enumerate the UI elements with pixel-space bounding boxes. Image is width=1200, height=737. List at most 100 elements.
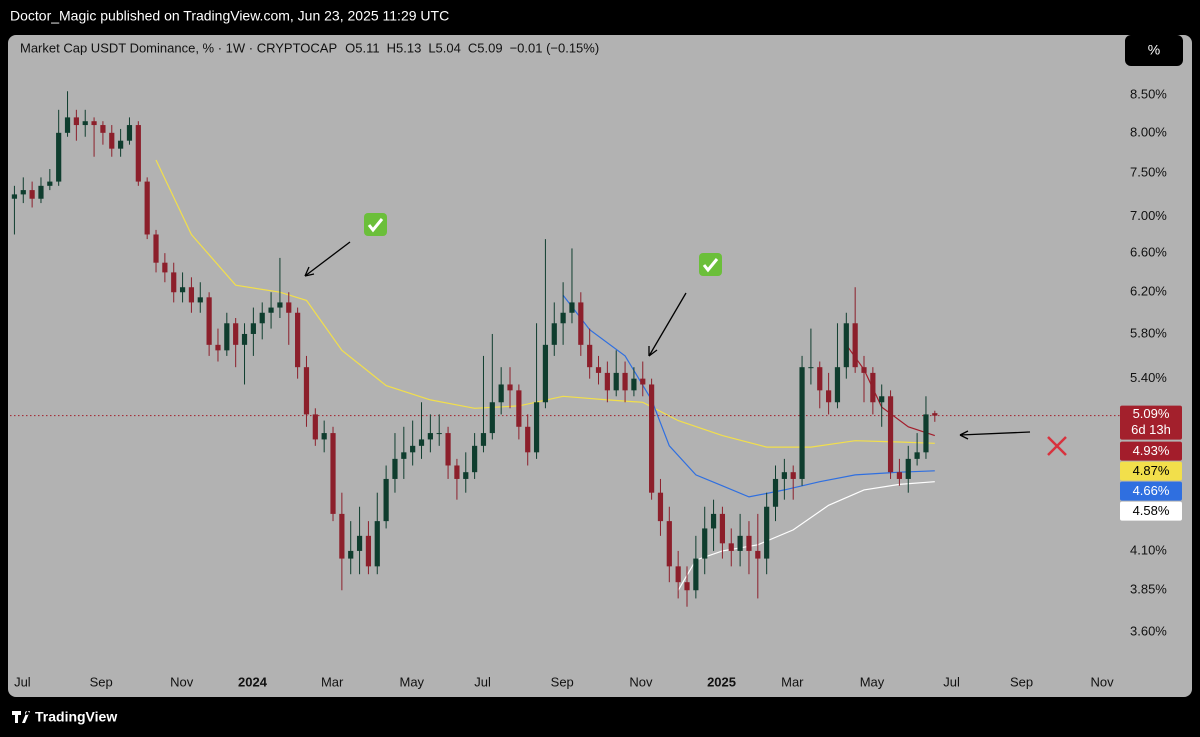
y-tick-label: 5.80% <box>1130 325 1167 340</box>
candle-body <box>73 117 79 126</box>
candle-body <box>427 433 433 440</box>
candle-body <box>463 472 469 479</box>
series-label: 4.87% <box>1133 463 1170 478</box>
candle-body <box>604 372 610 391</box>
candle-body <box>861 367 867 373</box>
candle-body <box>454 465 460 479</box>
candle-body <box>569 302 575 313</box>
arrow <box>304 241 351 277</box>
candle-body <box>489 402 495 434</box>
candle-body <box>657 492 664 522</box>
unit-button-label[interactable]: % <box>1148 42 1160 58</box>
candle-body <box>418 439 425 446</box>
y-tick-label: 7.00% <box>1130 208 1167 223</box>
candle-body <box>693 558 699 591</box>
x-tick-label: Sep <box>90 674 113 689</box>
series-label: 4.58% <box>1133 503 1170 518</box>
x-tick-label: Sep <box>1010 674 1033 689</box>
candle-body <box>507 384 513 391</box>
candle-body <box>162 262 168 273</box>
candle-body <box>445 433 451 466</box>
candle-body <box>587 344 593 368</box>
candle-body <box>525 426 531 453</box>
candle-body <box>560 312 566 324</box>
candle-body <box>728 543 734 551</box>
candle-body <box>348 550 354 559</box>
candle-body <box>312 414 318 440</box>
candle-body <box>268 307 274 313</box>
candle-body <box>339 513 345 559</box>
candle-body <box>410 445 416 453</box>
candle-body <box>91 121 97 126</box>
candle-body <box>932 413 938 416</box>
brand-logo: TradingView <box>12 709 117 725</box>
candle-body <box>20 190 26 195</box>
candle-body <box>56 132 62 182</box>
candle-body <box>144 181 150 235</box>
chart-panel <box>8 35 1192 697</box>
candle-body <box>595 367 602 373</box>
candle-body <box>365 535 372 567</box>
candle-body <box>781 472 787 479</box>
candle-body <box>100 125 106 133</box>
candle-body <box>578 302 584 345</box>
y-tick-label: 6.20% <box>1130 284 1167 299</box>
candle-body <box>817 367 823 391</box>
candle-body <box>64 117 71 133</box>
annotations <box>304 213 1067 456</box>
ohlc-value: L5.04 <box>428 40 461 55</box>
candle-body <box>923 414 929 453</box>
candle-body <box>11 194 18 199</box>
candle-body <box>649 384 655 493</box>
x-tick-label: Sep <box>551 674 574 689</box>
y-tick-label: 3.85% <box>1130 582 1167 597</box>
candle-body <box>542 344 549 403</box>
check-icon <box>364 213 387 236</box>
price-label: 5.09% <box>1133 406 1170 421</box>
candle-body <box>702 528 708 559</box>
candle-body <box>472 445 478 473</box>
candle-body <box>613 372 619 391</box>
candle-body <box>206 297 212 345</box>
attribution: Doctor_Magic published on TradingView.co… <box>10 8 449 24</box>
candle-body <box>870 372 876 403</box>
brand: TradingView <box>35 709 117 725</box>
series-label-box <box>1120 481 1182 501</box>
candle-body <box>631 378 637 391</box>
candle-body <box>401 452 407 459</box>
candle-body <box>755 550 761 559</box>
candle-body <box>374 521 380 567</box>
unit-button[interactable] <box>1125 35 1183 66</box>
candle-body <box>259 312 265 324</box>
candle-body <box>82 121 88 126</box>
candle-body <box>622 372 628 391</box>
y-tick-label: 7.50% <box>1130 165 1167 180</box>
countdown: 6d 13h <box>1131 422 1171 437</box>
candle-body <box>533 402 540 453</box>
candle-body <box>914 452 920 459</box>
candle-body <box>896 472 903 479</box>
candle-body <box>126 125 133 141</box>
candle-body <box>303 367 310 415</box>
candle-body <box>808 367 814 369</box>
legend-header: Market Cap USDT Dominance, % · 1W · CRYP… <box>20 40 599 55</box>
candle-body <box>392 458 398 479</box>
candle-body <box>710 513 717 529</box>
candle-body <box>640 378 646 385</box>
chart-title: Market Cap USDT Dominance, % · 1W · CRYP… <box>20 40 337 55</box>
candle-body <box>790 472 796 479</box>
candle-body <box>436 433 442 435</box>
candle-body <box>852 323 858 368</box>
x-tick-label: Mar <box>321 674 344 689</box>
series-label-box <box>1120 501 1182 521</box>
candle-body <box>498 384 504 403</box>
candle-body <box>295 312 301 368</box>
candle-body <box>684 582 690 591</box>
x-tick-label: Nov <box>170 674 194 689</box>
candle-body <box>551 323 557 345</box>
series-label-box <box>1120 441 1182 461</box>
candle-body <box>250 323 256 334</box>
candle-body <box>905 458 911 479</box>
plot-area <box>10 91 1120 607</box>
